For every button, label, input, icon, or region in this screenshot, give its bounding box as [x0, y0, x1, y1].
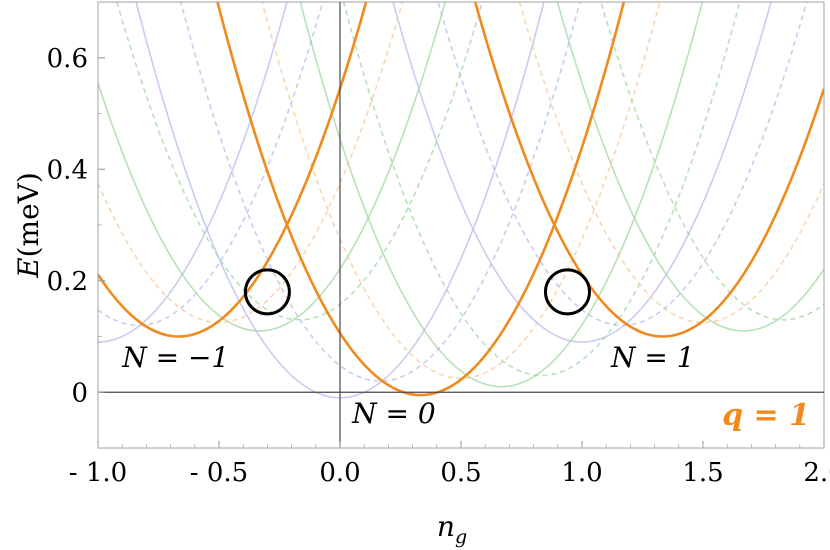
charge-label-3: N = 1	[610, 341, 695, 374]
parabola-N1-orange_faint	[518, 2, 824, 324]
y-axis-title-var: E	[12, 257, 45, 278]
parabola-N-1-green	[116, 2, 484, 321]
x-axis-title-sub: g	[455, 526, 467, 548]
crossing-circle-2	[543, 268, 591, 316]
parabola-N-1-highlight	[98, 2, 368, 338]
parabola-N0-green	[342, 2, 741, 377]
x-axis-title-var: n	[437, 510, 455, 543]
x-tick-label: 0.5	[440, 458, 481, 488]
x-tick-label: - 0.5	[190, 458, 248, 488]
parabola-N1-blue	[437, 2, 808, 327]
y-axis-title: E(meV)	[12, 172, 45, 279]
y-tick-label: 0.4	[47, 155, 88, 185]
x-tick-label: 1.5	[682, 458, 723, 488]
x-tick-label: - 1.0	[69, 458, 127, 488]
parabola-N1-green	[556, 2, 824, 332]
charge-label-2: N = 0	[351, 397, 436, 430]
annotations-layer: N = −1 N = 0 N = 1	[121, 268, 695, 430]
ticks-layer: - 1.0 - 0.5 0.0 0.5 1.0 1.5 2.0 0 0.2 0.4 0.6	[47, 1, 830, 488]
x-tick-label: 2.0	[803, 458, 830, 488]
charge-label-1: N = −1	[121, 341, 229, 374]
parabola-N-1-blue	[98, 2, 324, 327]
y-axis-title-unit: (meV)	[12, 172, 45, 257]
parabola-N-1-orange_faint	[98, 2, 404, 324]
parabola-N0-blue	[135, 2, 545, 399]
x-tick-label: 0.0	[319, 458, 360, 488]
curves-layer	[98, 2, 824, 399]
parabola-N1-highlight	[473, 2, 824, 338]
corner-label: q = 1	[722, 398, 810, 433]
parabola-N0-highlight	[216, 2, 626, 397]
y-tick-label: 0.2	[47, 267, 88, 297]
y-tick-label: 0	[71, 378, 88, 408]
y-tick-label: 0.6	[47, 44, 88, 74]
parabola-N0-green	[299, 2, 704, 388]
parabola-N-1-blue	[98, 2, 288, 343]
parabola-N0-blue	[179, 2, 581, 382]
parabola-N-1-green	[98, 2, 447, 332]
x-axis-title: ng	[437, 510, 467, 548]
x-tick-label: 1.0	[561, 458, 602, 488]
parabola-N1-green	[600, 2, 824, 321]
crossing-circle-1	[243, 268, 291, 316]
parabola-N1-blue	[392, 2, 772, 343]
